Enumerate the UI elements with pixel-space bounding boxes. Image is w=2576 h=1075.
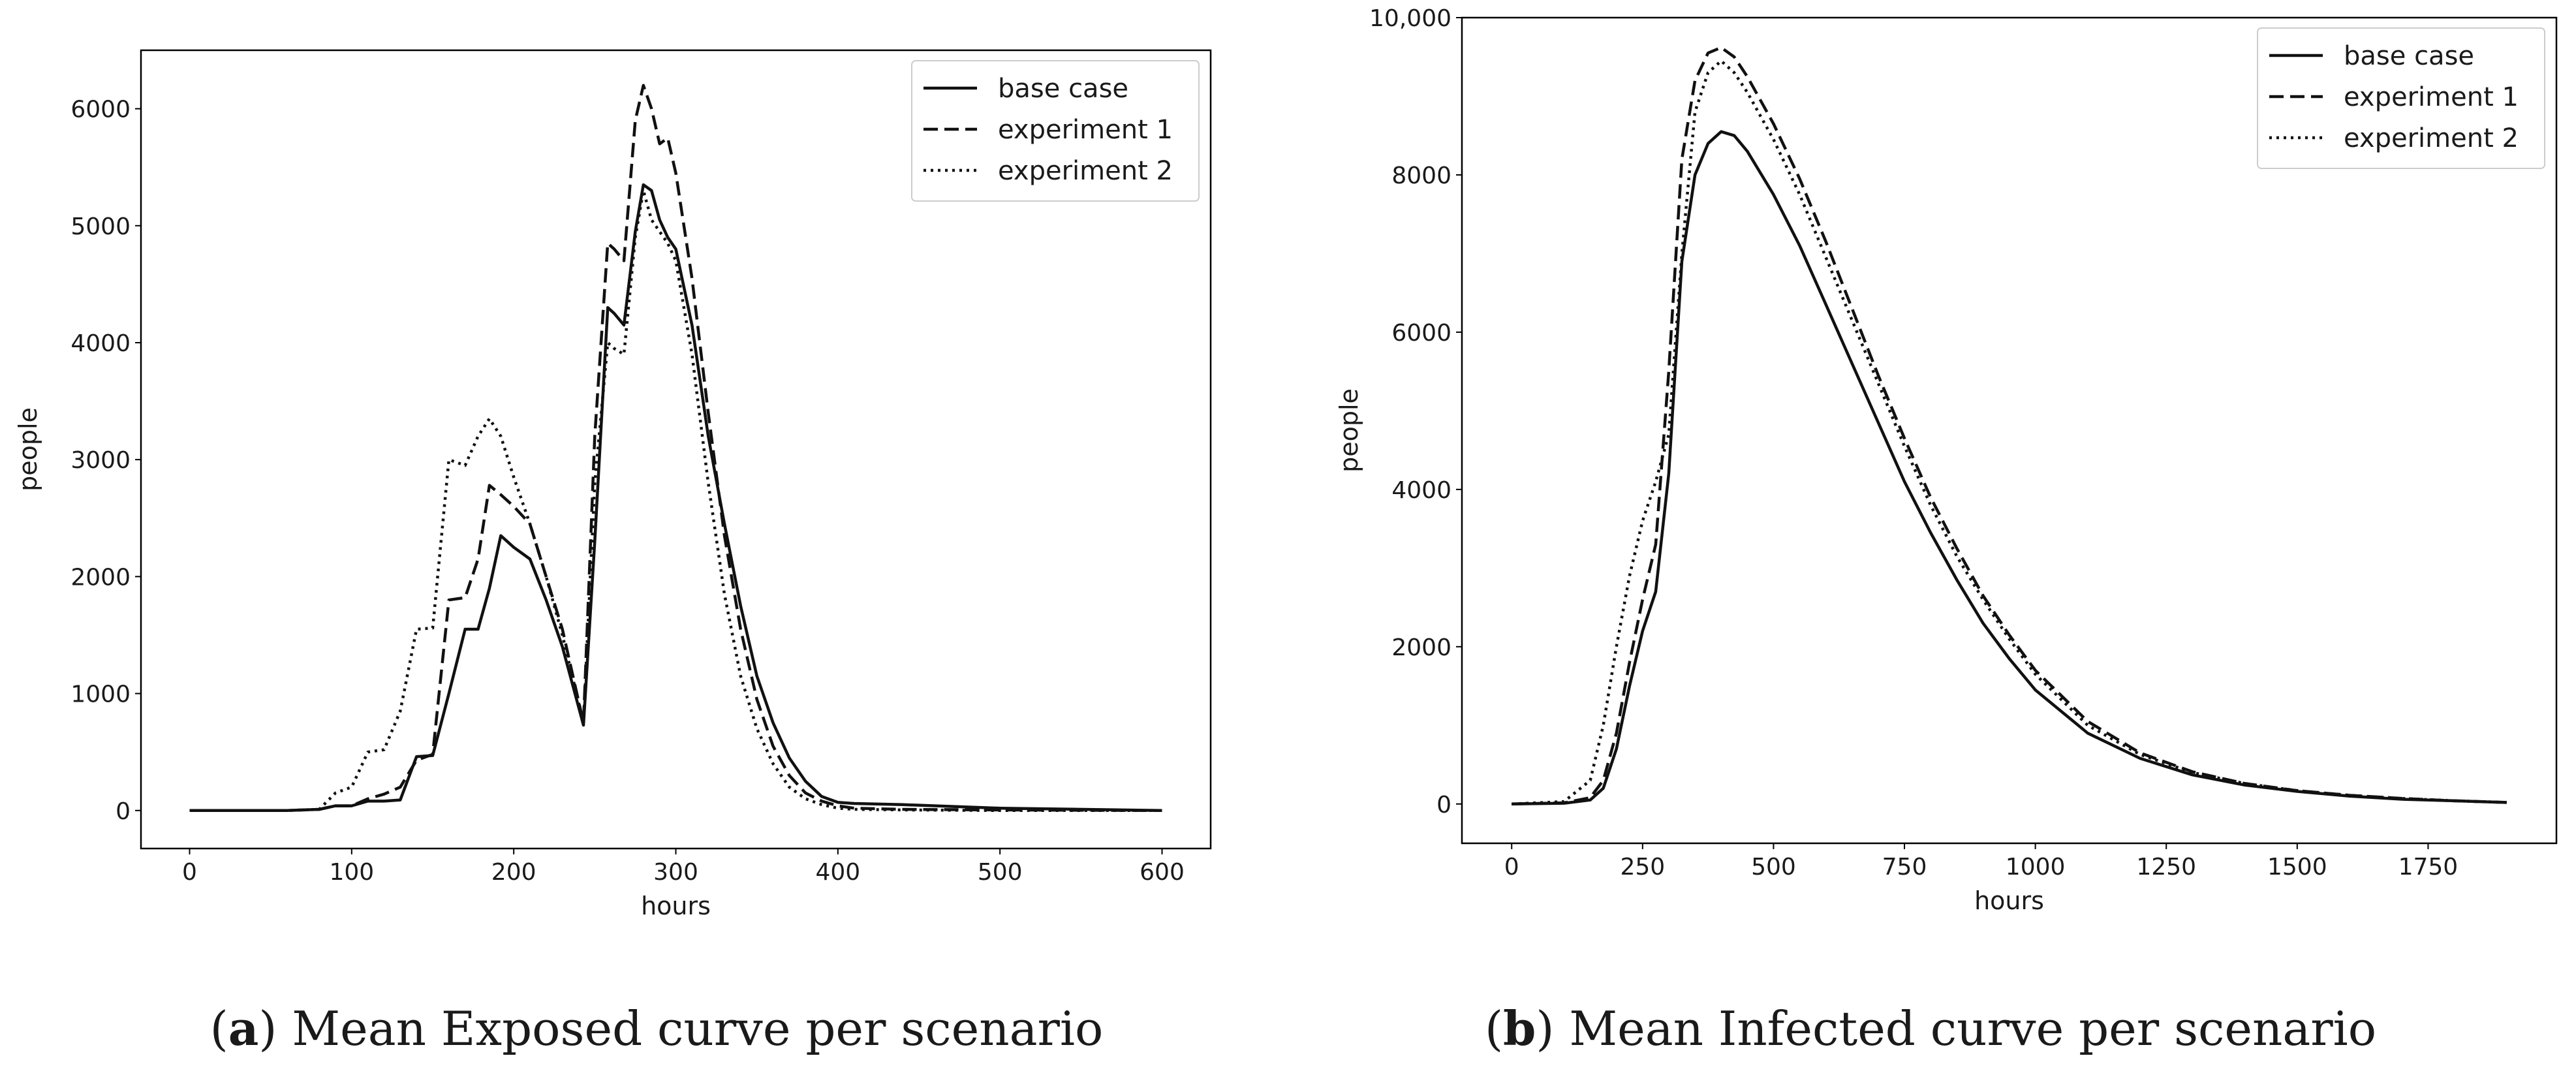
y-axis-label: people xyxy=(14,407,42,491)
series-line-experiment-2 xyxy=(189,189,1162,813)
chart-infected: 0 250 500 750 1000 1250 1500 1750 0 2000 4000 6000 8… xyxy=(1335,5,2558,915)
plot-frame xyxy=(1461,16,2558,845)
y-tick-label: 4000 xyxy=(1391,477,1451,504)
y-tick-label: 0 xyxy=(1436,792,1451,818)
legend-box xyxy=(911,60,1200,202)
caption-a-text: Mean Exposed curve per scenario xyxy=(277,1001,1104,1056)
series-line-base-case xyxy=(189,183,1162,813)
x-tick-label: 1000 xyxy=(2006,854,2066,880)
y-tick-label: 6000 xyxy=(1391,320,1451,347)
y-tick-label: 6000 xyxy=(70,97,131,123)
y-tick-label: 2000 xyxy=(70,564,131,591)
y-axis-label: people xyxy=(1335,388,1363,473)
x-tick-label: 600 xyxy=(1140,859,1185,886)
series-line-base-case xyxy=(1512,130,2507,806)
y-tick-label: 4000 xyxy=(70,330,131,357)
x-tick-label: 200 xyxy=(491,859,536,886)
legend-label: experiment 2 xyxy=(998,156,1173,186)
x-tick-label: 750 xyxy=(1882,854,1927,880)
x-tick-label: 300 xyxy=(653,859,698,886)
x-tick-label: 500 xyxy=(978,859,1023,886)
caption-b-text: Mean Infected curve per scenario xyxy=(1554,1001,2376,1056)
series-line-experiment-1 xyxy=(1512,46,2507,806)
legend-label: experiment 2 xyxy=(2344,123,2519,153)
legend-label: experiment 1 xyxy=(2344,82,2519,112)
legend-label: experiment 1 xyxy=(998,115,1173,145)
caption-b: (b) Mean Infected curve per scenario xyxy=(1485,1001,2376,1056)
y-tick-label: 8000 xyxy=(1391,163,1451,189)
x-axis-label: hours xyxy=(641,892,711,920)
x-tick-label: 0 xyxy=(1504,854,1519,880)
x-tick-label: 1500 xyxy=(2267,854,2327,880)
legend-box xyxy=(2257,27,2545,169)
y-tick-label: 1000 xyxy=(70,681,131,708)
x-tick-label: 1250 xyxy=(2136,854,2196,880)
x-tick-label: 400 xyxy=(815,859,860,886)
plot-frame xyxy=(140,49,1212,850)
y-tick-label: 5000 xyxy=(70,213,131,240)
y-tick-label: 0 xyxy=(116,798,131,825)
legend-label: base case xyxy=(998,74,1128,104)
series-line-experiment-1 xyxy=(189,84,1162,813)
caption-b-letter: b xyxy=(1503,1001,1536,1056)
x-tick-label: 1750 xyxy=(2398,854,2459,880)
caption-a-letter: a xyxy=(228,1001,259,1056)
y-tick-label: 10,000 xyxy=(1369,5,1451,32)
y-tick-label: 3000 xyxy=(70,447,131,474)
legend-label: base case xyxy=(2344,41,2474,71)
x-tick-label: 500 xyxy=(1751,854,1796,880)
x-tick-label: 0 xyxy=(182,859,197,886)
series-line-experiment-2 xyxy=(1512,59,2507,806)
x-axis-label: hours xyxy=(1974,886,2044,915)
x-tick-label: 250 xyxy=(1620,854,1665,880)
y-tick-label: 2000 xyxy=(1391,634,1451,661)
caption-a: (a) Mean Exposed curve per scenario xyxy=(210,1001,1104,1056)
chart-exposed: 0 100 200 300 400 500 600010002000300040005000… xyxy=(14,49,1212,920)
x-tick-label: 100 xyxy=(329,859,374,886)
